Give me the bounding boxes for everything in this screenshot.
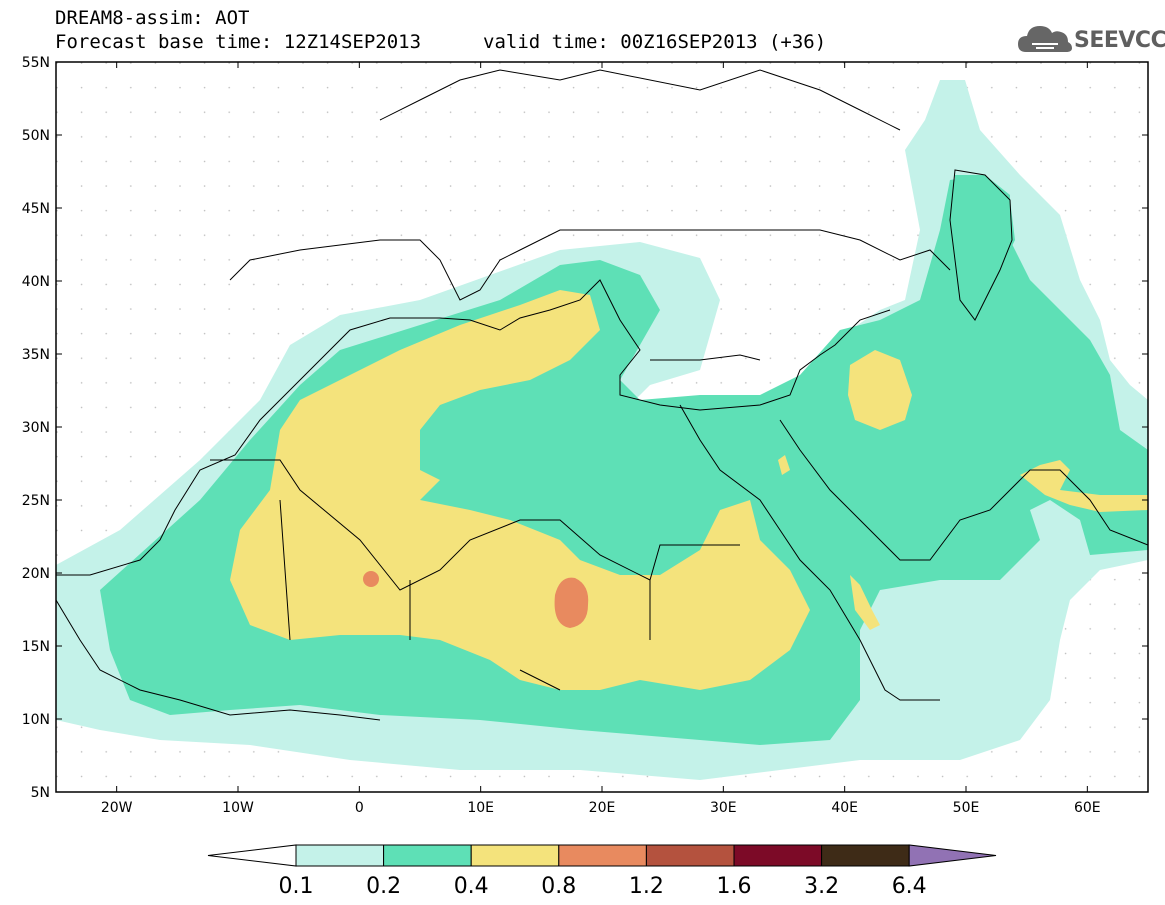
- colorbar-segment: [558, 844, 647, 867]
- cloud-icon: [1018, 26, 1072, 52]
- aot-contours: [56, 80, 1148, 780]
- colorbar-segment: [821, 844, 910, 867]
- forecast-base-time: Forecast base time: 12Z14SEP2013: [55, 31, 422, 53]
- lon-label: 20E: [589, 800, 616, 816]
- lat-label: 40N: [22, 274, 50, 290]
- lat-label: 15N: [22, 639, 50, 655]
- aot-band-0.4-gulf: [1020, 460, 1148, 512]
- colorbar-under-arrow: [207, 844, 297, 867]
- lat-label: 25N: [22, 493, 50, 509]
- aot-band-0.2-caspian: [955, 175, 1015, 320]
- lon-label: 0: [355, 800, 364, 816]
- lon-label: 50E: [953, 800, 980, 816]
- lat-label: 20N: [22, 566, 50, 582]
- colorbar-segment: [645, 844, 735, 867]
- aot-band-0.8-mali: [363, 571, 379, 587]
- aot-band-0.1-west: [56, 580, 110, 690]
- colorbar-segment: [733, 844, 823, 867]
- aot-band-0.4: [230, 290, 810, 690]
- valid-time: valid time: 00Z16SEP2013 (+36): [483, 31, 827, 53]
- colorbar-label: 0.1: [279, 874, 314, 899]
- lon-label: 60E: [1074, 800, 1101, 816]
- lat-label: 10N: [22, 712, 50, 728]
- logo-text: SEEVCCC: [1074, 28, 1165, 53]
- lat-label: 45N: [22, 201, 50, 217]
- lat-label: 50N: [22, 128, 50, 144]
- seevccc-logo: SEEVCCC: [1018, 22, 1165, 58]
- lon-label: 10W: [222, 800, 254, 816]
- aot-band-0.8-chad: [554, 577, 589, 628]
- coastlines: [56, 69, 1148, 721]
- lat-label: 35N: [22, 347, 50, 363]
- colorbar-over-arrow: [908, 844, 997, 867]
- lon-label: 40E: [831, 800, 858, 816]
- colorbar-segment: [470, 844, 560, 867]
- colorbar-label: 6.4: [892, 874, 927, 899]
- aot-band-0.4-egypt: [778, 455, 790, 475]
- colorbar-segment: [295, 844, 385, 867]
- aot-band-0.4-iraq: [848, 350, 912, 430]
- colorbar-label: 3.2: [804, 874, 839, 899]
- colorbar: 0.1 0.2 0.4 0.8 1.2 1.6 3.2 6.4: [207, 844, 997, 899]
- lat-label: 55N: [22, 55, 50, 71]
- colorbar-segment: [383, 844, 472, 867]
- lat-label: 30N: [22, 420, 50, 436]
- colorbar-label: 0.2: [366, 874, 401, 899]
- colorbar-label: 0.8: [541, 874, 576, 899]
- lon-label: 30E: [710, 800, 737, 816]
- latitude-axis: 55N 50N 45N 40N 35N 30N 25N 20N 15N 10N 5N: [22, 55, 1148, 801]
- longitude-axis: 20W 10W 0 10E 20E 30E 40E 50E 60E: [101, 62, 1101, 816]
- colorbar-label: 1.2: [629, 874, 664, 899]
- map-title: DREAM8-assim: AOT: [55, 7, 250, 29]
- lon-label: 10E: [467, 800, 494, 816]
- colorbar-label: 0.4: [454, 874, 489, 899]
- aot-band-0.4-redsea: [850, 575, 880, 630]
- colorbar-label: 1.6: [717, 874, 752, 899]
- lat-label: 5N: [31, 785, 50, 801]
- lon-label: 20W: [101, 800, 133, 816]
